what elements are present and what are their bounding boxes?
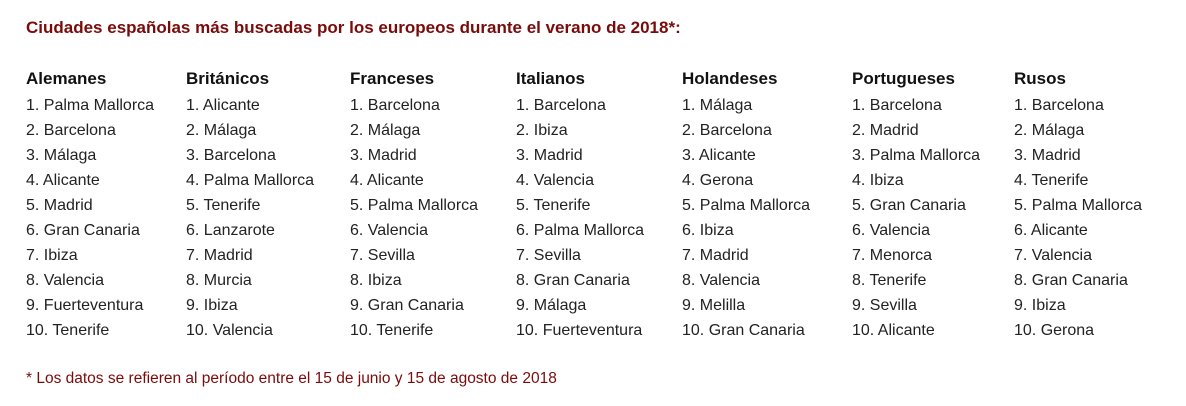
city-list: 1. Alicante 2. Málaga 3. Barcelona 4. Palma…	[186, 93, 314, 343]
list-item: 10. Gran Canaria	[682, 322, 805, 339]
list-item: 8. Murcia	[186, 272, 252, 289]
ranking-column: Británicos 1. Alicante 2. Málaga 3. Barcelo…	[186, 68, 314, 343]
city-list: 1. Palma Mallorca 2. Barcelona 3. Málaga 4.…	[26, 93, 154, 343]
list-item: 6. Gran Canaria	[26, 222, 140, 239]
ranking-column: Italianos 1. Barcelona 2. Ibiza 3. Madrid 4.…	[516, 68, 644, 343]
list-item: 10. Gerona	[1014, 322, 1095, 339]
list-item: 8. Valencia	[682, 272, 760, 289]
list-item: 8. Tenerife	[852, 272, 927, 289]
list-item: 7. Madrid	[186, 247, 253, 264]
list-item: 7. Valencia	[1014, 247, 1092, 264]
ranking-column: Rusos 1. Barcelona 2. Málaga 3. Madrid 4. Te…	[1014, 68, 1142, 343]
list-item: 6. Alicante	[1014, 222, 1088, 239]
list-item: 1. Barcelona	[1014, 97, 1104, 114]
list-item: 6. Valencia	[852, 222, 930, 239]
list-item: 6. Ibiza	[682, 222, 734, 239]
list-item: 4. Tenerife	[1014, 172, 1089, 189]
list-item: 10. Tenerife	[26, 322, 110, 339]
list-item: 4. Alicante	[26, 172, 100, 189]
list-item: 5. Palma Mallorca	[350, 197, 479, 214]
column-header: Franceses	[350, 69, 435, 88]
city-list: 1. Barcelona 2. Madrid 3. Palma Mallorca 4.…	[852, 93, 980, 343]
list-item: 6. Valencia	[350, 222, 428, 239]
list-item: 8. Valencia	[26, 272, 104, 289]
list-item: 9. Melilla	[682, 297, 746, 314]
column-header: Portugueses	[852, 69, 955, 88]
list-item: 10. Alicante	[852, 322, 935, 339]
list-item: 1. Alicante	[186, 97, 260, 114]
list-item: 3. Palma Mallorca	[852, 147, 981, 164]
list-item: 1. Barcelona	[516, 97, 606, 114]
list-item: 1. Málaga	[682, 97, 753, 114]
list-item: 7. Madrid	[682, 247, 749, 264]
page-title: Ciudades españolas más buscadas por los …	[26, 18, 681, 37]
list-item: 1. Barcelona	[350, 97, 440, 114]
list-item: 5. Palma Mallorca	[682, 197, 811, 214]
list-item: 4. Valencia	[516, 172, 594, 189]
list-item: 4. Alicante	[350, 172, 424, 189]
city-list: 1. Barcelona 2. Málaga 3. Madrid 4. Alicant…	[350, 93, 478, 343]
list-item: 3. Madrid	[350, 147, 417, 164]
ranking-column: Franceses 1. Barcelona 2. Málaga 3. Madrid 4…	[350, 68, 478, 343]
list-item: 3. Barcelona	[186, 147, 276, 164]
ranking-column: Holandeses 1. Málaga 2. Barcelona 3. Alican…	[682, 68, 810, 343]
list-item: 7. Sevilla	[350, 247, 415, 264]
list-item: 1. Palma Mallorca	[26, 97, 155, 114]
list-item: 4. Gerona	[682, 172, 754, 189]
list-item: 9. Sevilla	[852, 297, 917, 314]
list-item: 7. Sevilla	[516, 247, 581, 264]
list-item: 10. Fuerteventura	[516, 322, 643, 339]
list-item: 6. Lanzarote	[186, 222, 275, 239]
city-list: 1. Barcelona 2. Málaga 3. Madrid 4. Tenerif…	[1014, 93, 1142, 343]
column-header: Británicos	[186, 69, 270, 88]
list-item: 5. Tenerife	[516, 197, 591, 214]
list-item: 9. Ibiza	[1014, 297, 1066, 314]
list-item: 5. Tenerife	[186, 197, 261, 214]
column-header: Holandeses	[682, 69, 778, 88]
list-item: 2. Barcelona	[682, 122, 772, 139]
list-item: 8. Gran Canaria	[516, 272, 630, 289]
city-list: 1. Málaga 2. Barcelona 3. Alicante 4. Geron…	[682, 93, 810, 343]
list-item: 10. Valencia	[186, 322, 273, 339]
list-item: 1. Barcelona	[852, 97, 942, 114]
list-item: 3. Alicante	[682, 147, 756, 164]
list-item: 5. Gran Canaria	[852, 197, 966, 214]
list-item: 4. Palma Mallorca	[186, 172, 315, 189]
list-item: 2. Barcelona	[26, 122, 116, 139]
ranking-column: Portugueses 1. Barcelona 2. Madrid 3. Palma…	[852, 68, 980, 343]
list-item: 7. Menorca	[852, 247, 933, 264]
list-item: 9. Gran Canaria	[350, 297, 464, 314]
list-item: 2. Málaga	[1014, 122, 1085, 139]
list-item: 10. Tenerife	[350, 322, 434, 339]
list-item: 3. Madrid	[1014, 147, 1081, 164]
column-header: Italianos	[516, 69, 585, 88]
list-item: 5. Madrid	[26, 197, 93, 214]
list-item: 9. Málaga	[516, 297, 587, 314]
list-item: 4. Ibiza	[852, 172, 904, 189]
column-header: Rusos	[1014, 69, 1066, 88]
list-item: 8. Gran Canaria	[1014, 272, 1128, 289]
list-item: 7. Ibiza	[26, 247, 78, 264]
list-item: 5. Palma Mallorca	[1014, 197, 1143, 214]
list-item: 2. Madrid	[852, 122, 919, 139]
list-item: 3. Málaga	[26, 147, 97, 164]
footnote: * Los datos se refieren al período entre…	[26, 370, 557, 387]
list-item: 8. Ibiza	[350, 272, 402, 289]
ranking-column: Alemanes 1. Palma Mallorca 2. Barcelona 3. …	[26, 68, 154, 343]
column-header: Alemanes	[26, 69, 107, 88]
city-list: 1. Barcelona 2. Ibiza 3. Madrid 4. Valencia…	[516, 93, 644, 343]
list-item: 9. Ibiza	[186, 297, 238, 314]
list-item: 2. Ibiza	[516, 122, 568, 139]
list-item: 9. Fuerteventura	[26, 297, 144, 314]
list-item: 2. Málaga	[350, 122, 421, 139]
list-item: 2. Málaga	[186, 122, 257, 139]
list-item: 3. Madrid	[516, 147, 583, 164]
list-item: 6. Palma Mallorca	[516, 222, 645, 239]
